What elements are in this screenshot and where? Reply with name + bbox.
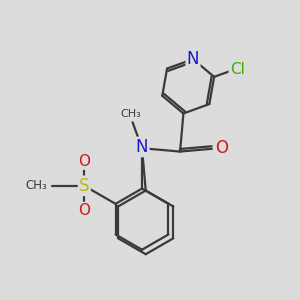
- Text: CH₃: CH₃: [120, 109, 141, 119]
- Text: O: O: [78, 203, 90, 218]
- Text: Cl: Cl: [230, 62, 244, 77]
- Text: S: S: [79, 177, 89, 195]
- Text: N: N: [136, 138, 148, 156]
- Text: O: O: [78, 154, 90, 169]
- Text: N: N: [187, 50, 199, 68]
- Text: CH₃: CH₃: [26, 179, 47, 192]
- Text: O: O: [215, 139, 228, 157]
